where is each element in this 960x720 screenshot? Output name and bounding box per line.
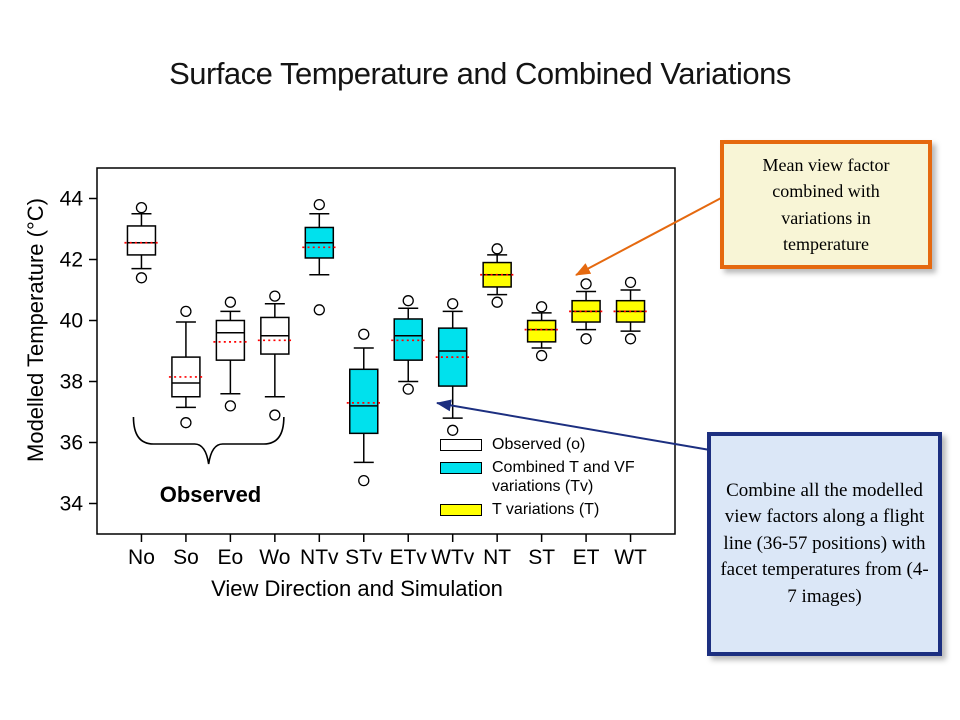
legend-item-combined-tv: Combined T and VF variations (Tv) (440, 459, 670, 496)
svg-text:NTv: NTv (300, 546, 339, 569)
svg-text:36: 36 (60, 432, 83, 455)
svg-text:40: 40 (60, 310, 83, 333)
svg-text:ETv: ETv (390, 546, 428, 569)
callout-combine-all: Combine all the modelled view factors al… (707, 432, 942, 656)
legend-label-observed: Observed (o) (492, 436, 586, 453)
observed-group-label: Observed (159, 482, 262, 507)
svg-text:ET: ET (573, 546, 600, 569)
legend-label-combined-tv: Combined T and VF variations (Tv) (492, 459, 635, 495)
svg-text:STv: STv (345, 546, 383, 569)
svg-text:So: So (173, 546, 199, 569)
svg-text:Wo: Wo (259, 546, 290, 569)
callout-mean-view-factor-text: Mean view factor combined with variation… (762, 155, 890, 254)
legend-item-observed: Observed (o) (440, 436, 670, 454)
legend-swatch-combined-tv (440, 462, 482, 475)
y-axis-title: Modelled Temperature (°C) (23, 198, 48, 462)
legend-label-t-variations: T variations (T) (492, 501, 600, 519)
svg-text:44: 44 (60, 188, 84, 211)
svg-text:No: No (128, 546, 155, 569)
svg-text:Eo: Eo (218, 546, 244, 569)
svg-text:WTv: WTv (431, 546, 475, 569)
svg-text:ST: ST (528, 546, 555, 569)
callout-mean-view-factor: Mean view factor combined with variation… (720, 140, 932, 269)
slide-title: Surface Temperature and Combined Variati… (169, 56, 791, 91)
callout-combine-all-text: Combine all the modelled view factors al… (720, 479, 929, 607)
svg-text:WT: WT (614, 546, 647, 569)
svg-text:NT: NT (483, 546, 511, 569)
x-axis-title: View Direction and Simulation (211, 576, 503, 601)
svg-text:38: 38 (60, 371, 83, 394)
svg-text:34: 34 (60, 493, 84, 516)
chart-legend: Observed (o) Combined T and VF variation… (440, 436, 670, 525)
legend-item-t-variations: T variations (T) (440, 501, 670, 519)
legend-swatch-t-variations (440, 504, 482, 517)
svg-text:42: 42 (60, 249, 83, 272)
legend-swatch-observed (440, 439, 482, 451)
